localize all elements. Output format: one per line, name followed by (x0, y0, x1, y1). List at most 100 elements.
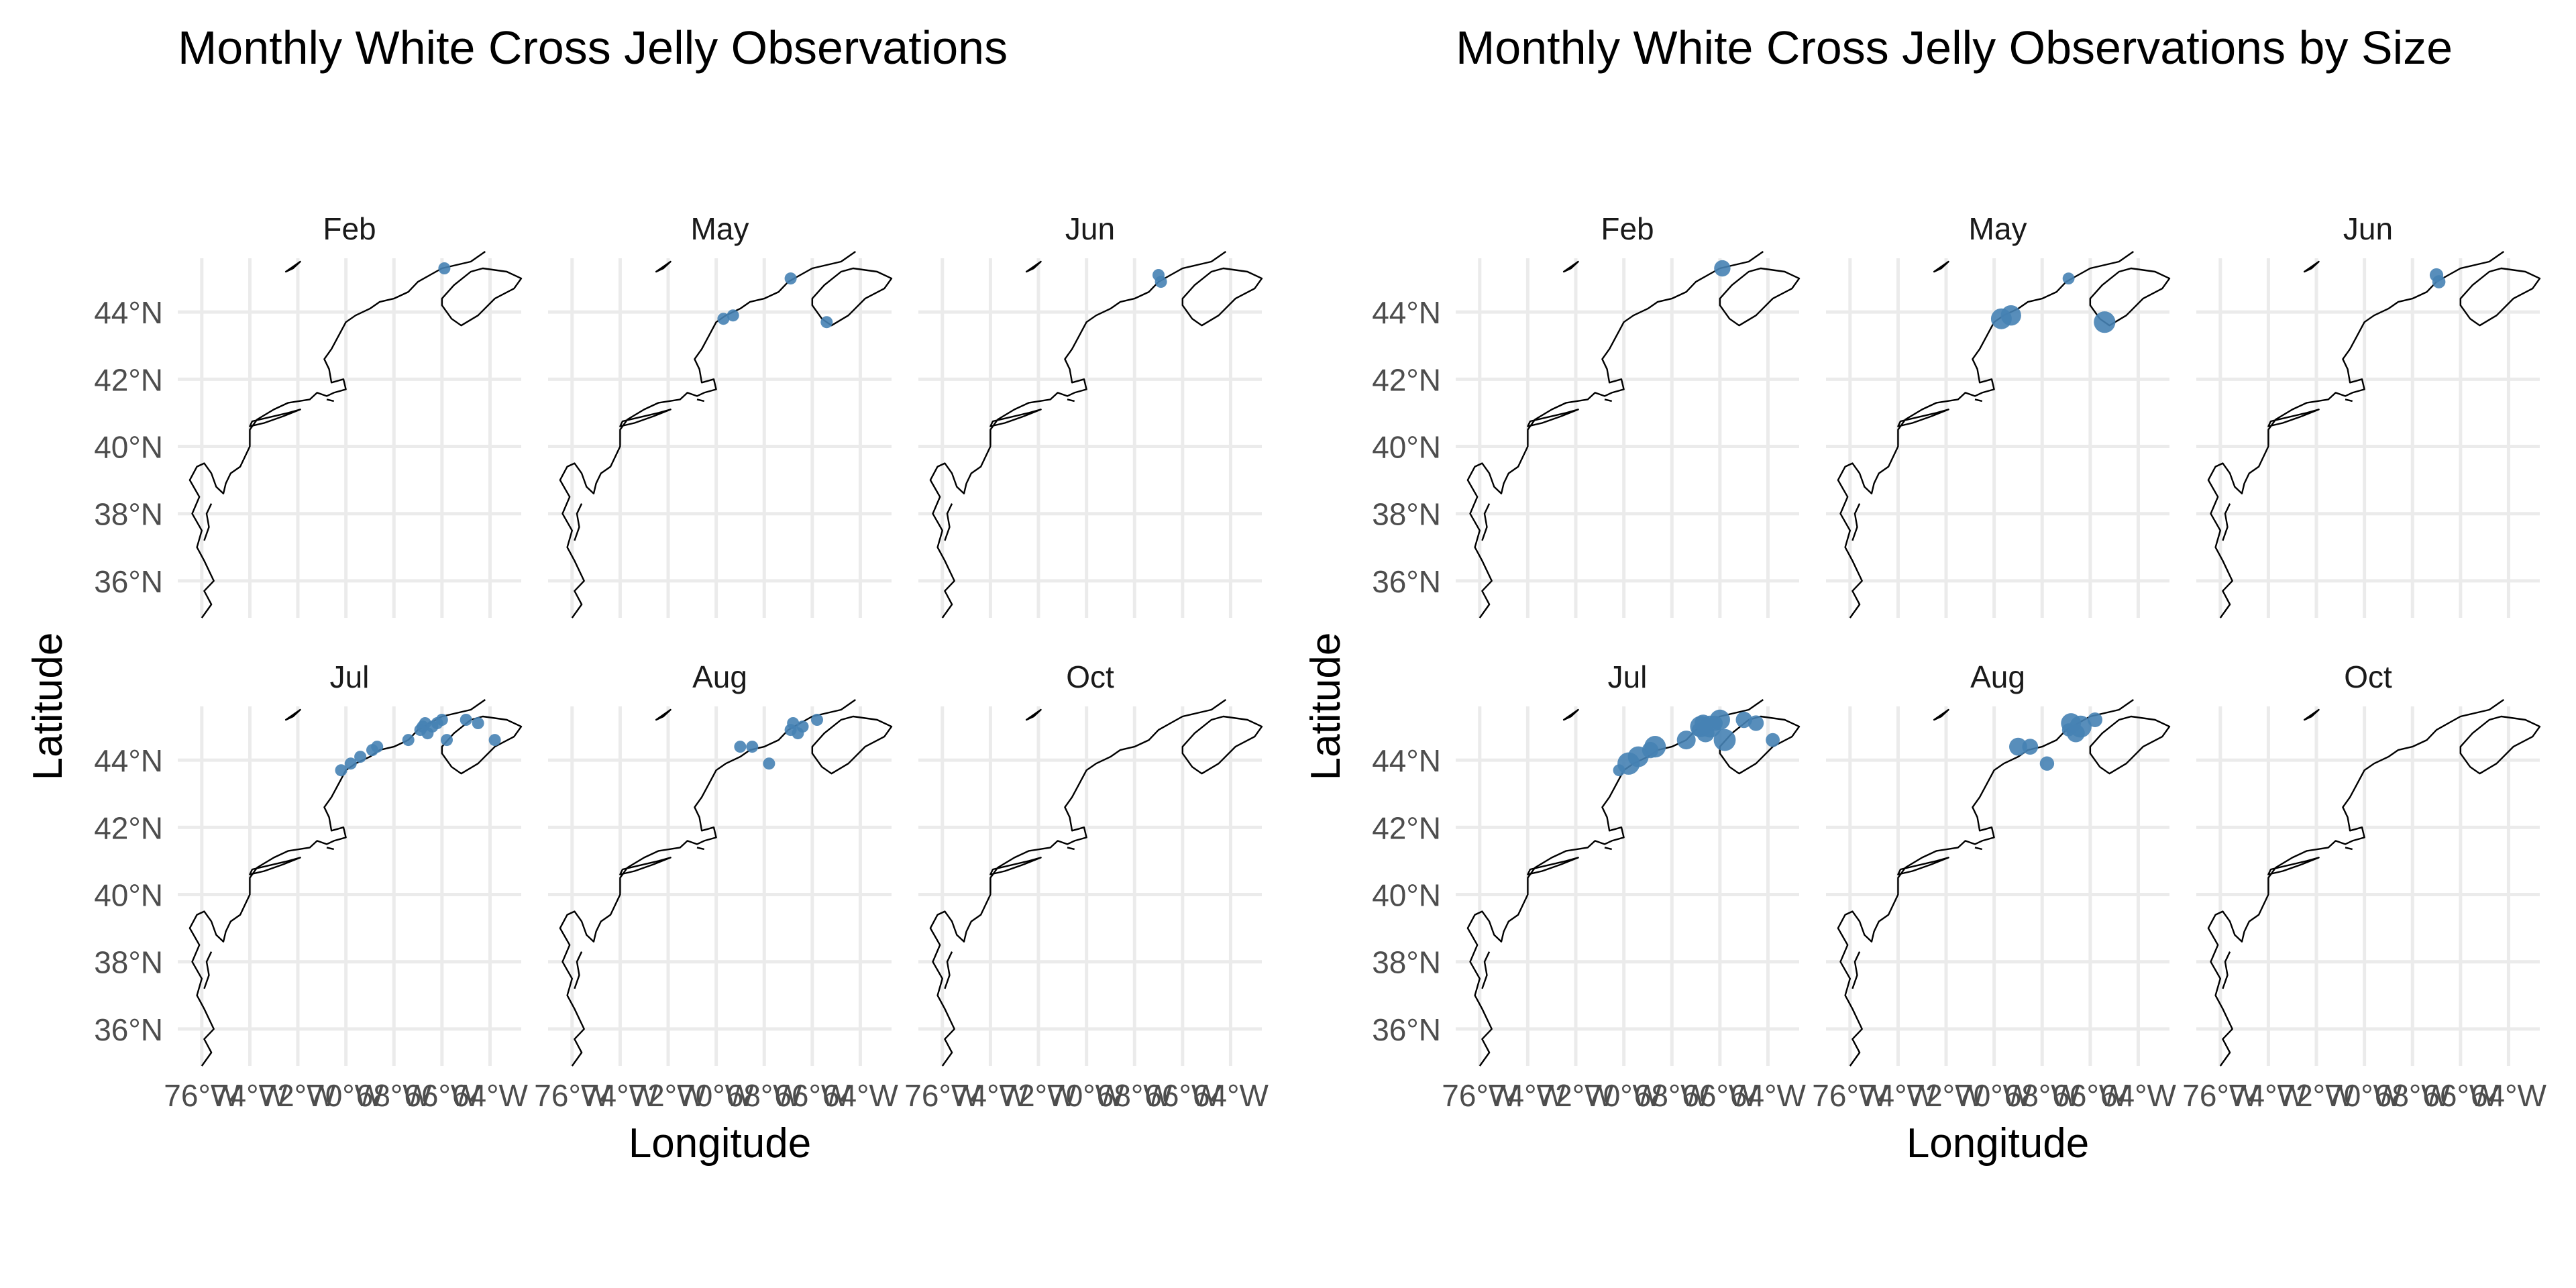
observation-point (344, 757, 357, 770)
coastline-map (1974, 847, 1982, 851)
x-tick-label: 74°W (212, 1078, 288, 1113)
chart-1: Monthly White Cross Jelly Observations La… (25, 21, 1269, 1167)
facet-strip-label: Jul (1608, 659, 1648, 694)
x-tick-label: 68°W (1097, 1078, 1173, 1113)
coastline-map (2089, 715, 2171, 775)
coastline-map (2267, 409, 2320, 427)
coastline-map (189, 251, 486, 619)
x-tick-label: 66°W (2422, 1078, 2499, 1113)
y-tick-label: 38°N (1372, 497, 1441, 532)
coastline-map (1851, 951, 1861, 989)
coastline-map (1933, 708, 1949, 721)
facet-strip-label: Feb (323, 211, 376, 246)
coastline-map (929, 699, 1226, 1067)
y-tick-label: 40°N (1372, 430, 1441, 465)
observation-point (727, 309, 739, 322)
y-tick-label: 42°N (94, 362, 163, 397)
observation-point (1676, 731, 1696, 750)
coastline-map (249, 409, 301, 427)
observation-point (787, 717, 800, 729)
coastline-map (1604, 398, 1612, 402)
x-tick-label: 70°W (1586, 1078, 1662, 1113)
coastline-map (1897, 409, 1949, 427)
x-tick-label: 76°W (904, 1078, 981, 1113)
facet-panel-oct: Oct 76°W74°W72°W70°W68°W66°W64°W (904, 659, 1269, 1113)
coastline-map (284, 708, 301, 721)
observation-point (2009, 737, 2027, 756)
y-tick-label: 42°N (1372, 810, 1441, 845)
coastline-map (1719, 267, 1801, 327)
facet-panel-jul: Jul36°N38°N40°N42°N44°N76°W74°W72°W70°W6… (94, 659, 528, 1113)
coastline-map (1851, 503, 1861, 541)
facet-panel-may: May (1826, 211, 2171, 619)
coastline-map (574, 951, 583, 989)
observation-point (1748, 715, 1764, 731)
facet-panel-jun: Jun (918, 211, 1263, 619)
facet-strip-label: Aug (1970, 659, 2025, 694)
coastline-map (203, 503, 213, 541)
x-tick-label: 74°W (1490, 1078, 1566, 1113)
coastline-map (1181, 267, 1263, 327)
facet-strip-label: May (1969, 211, 2027, 246)
coastline-map (2222, 503, 2231, 541)
x-tick-label: 68°W (2375, 1078, 2451, 1113)
observation-point (811, 714, 823, 726)
x-tick-label: 76°W (534, 1078, 610, 1113)
x-tick-label: 72°W (2279, 1078, 2355, 1113)
y-tick-label: 44°N (1372, 743, 1441, 778)
x-tick-label: 66°W (1144, 1078, 1221, 1113)
coastline-map (1527, 409, 1579, 427)
x-tick-label: 74°W (2231, 1078, 2307, 1113)
y-tick-label: 42°N (1372, 362, 1441, 397)
observation-point (1152, 269, 1165, 281)
x-tick-label: 66°W (404, 1078, 480, 1113)
facet-strip-label: Jul (330, 659, 370, 694)
observation-point (460, 714, 472, 726)
coastline-map (989, 857, 1042, 875)
coastline-map (2222, 951, 2231, 989)
coastline-map (944, 951, 953, 989)
x-tick-label: 70°W (678, 1078, 755, 1113)
x-tick-label: 72°W (1909, 1078, 1985, 1113)
coastline-map (2459, 715, 2541, 775)
coastline-map (1466, 251, 1764, 619)
coastline-map (1562, 260, 1579, 273)
coastline-map (989, 409, 1042, 427)
coastline-map (2207, 699, 2504, 1067)
facet-strip-label: Jun (1065, 211, 1115, 246)
coastline-map (2267, 857, 2320, 875)
y-tick-label: 40°N (94, 430, 163, 465)
coastline-map (559, 251, 856, 619)
coastline-map (441, 715, 523, 775)
facet-panel-jul: Jul36°N38°N40°N42°N44°N76°W74°W72°W70°W6… (1372, 659, 1806, 1113)
y-tick-label: 38°N (94, 497, 163, 532)
x-tick-label: 74°W (953, 1078, 1029, 1113)
x-tick-label: 64°W (2471, 1078, 2547, 1113)
facet-strip-label: Aug (692, 659, 747, 694)
coastline-map (441, 267, 523, 327)
coastline-map (2303, 708, 2320, 721)
coastline-map (1562, 708, 1579, 721)
x-tick-label: 76°W (164, 1078, 240, 1113)
coastline-map (326, 847, 334, 851)
y-tick-label: 40°N (94, 878, 163, 913)
coastline-map (1604, 847, 1612, 851)
observation-point (2429, 268, 2444, 282)
y-tick-label: 36°N (94, 564, 163, 599)
x-tick-label: 74°W (1860, 1078, 1937, 1113)
facet-panel-feb: Feb 36°N 38°N 40°N 42°N 44°N (94, 211, 523, 619)
observation-point (746, 741, 759, 753)
x-tick-label: 64°W (452, 1078, 529, 1113)
x-axis-label: Longitude (629, 1120, 811, 1167)
facet-strip-label: Oct (1066, 659, 1114, 694)
y-tick-label: 36°N (1372, 1012, 1441, 1047)
observation-point (2000, 305, 2021, 326)
coastline-map (2345, 398, 2353, 402)
coastline-map (1481, 503, 1491, 541)
observation-point (820, 316, 833, 329)
coastline-map (1025, 260, 1042, 273)
coastline-map (811, 715, 893, 775)
y-tick-label: 40°N (1372, 878, 1441, 913)
coastline-map (944, 503, 953, 541)
facet-panel-aug: Aug 76°W74°W72°W70°W68°W66°W64°W (1812, 659, 2176, 1113)
